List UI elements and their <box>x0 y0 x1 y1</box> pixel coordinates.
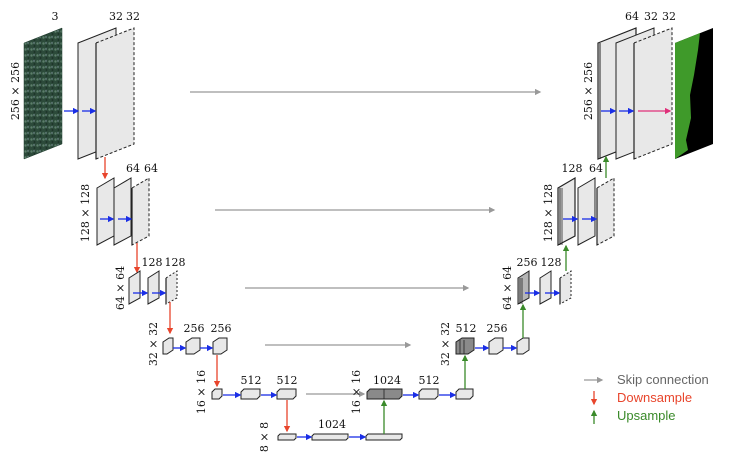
enc-3-b-channels: 256 <box>211 322 232 335</box>
level-0: 3 256 × 256 32 32 64 32 32 256 × 256 <box>9 10 713 160</box>
dec-0-c-channels: 32 <box>662 10 676 23</box>
dec-2-a-channels: 256 <box>517 256 538 269</box>
enc-1-map-a <box>96 177 115 246</box>
dec-2-map-a <box>517 270 530 305</box>
enc-2-map-a <box>128 270 141 305</box>
dec-3-map-a <box>455 337 475 355</box>
level-5-dim: 8 × 8 <box>258 422 271 452</box>
legend-down-label: Downsample <box>617 390 692 405</box>
level-4: 16 × 16 512 512 1024 512 16 × 16 <box>195 370 474 414</box>
enc-0-map-b <box>95 27 135 160</box>
dec-1-b-channels: 64 <box>589 162 603 175</box>
enc-2-b-channels: 128 <box>165 256 186 269</box>
enc-4-map-c <box>276 388 297 400</box>
input-image <box>23 27 63 160</box>
level-1-dim: 128 × 128 <box>79 184 92 242</box>
legend: Skip connection Downsample Upsample <box>584 372 709 424</box>
dec-0-map-c <box>633 27 673 160</box>
level-0-dim: 256 × 256 <box>9 62 22 120</box>
bottleneck-channels: 1024 <box>318 418 346 431</box>
dec-2-map-b <box>539 270 552 305</box>
dec-3-map-b <box>488 337 504 355</box>
level-3: 32 × 32 256 256 512 256 32 × 32 <box>147 322 530 366</box>
level-2-dim: 64 × 64 <box>114 266 127 310</box>
dec-1-a-channels: 128 <box>562 162 583 175</box>
enc-4-a-channels: 512 <box>241 374 262 387</box>
output-mask-green <box>675 33 700 159</box>
dec-1-dim: 128 × 128 <box>542 184 555 242</box>
legend-up-label: Upsample <box>617 408 676 423</box>
dec-3-dim: 32 × 32 <box>439 322 452 366</box>
dec-1-map-b <box>577 177 596 246</box>
dec-2-map-c <box>559 270 572 305</box>
bottleneck-map-c <box>365 433 403 441</box>
dec-1-map-c <box>596 177 615 246</box>
dec-3-a-channels: 512 <box>456 322 477 335</box>
level-1: 128 × 128 64 64 128 64 128 × 128 <box>79 162 615 246</box>
enc-2-map-b <box>147 270 160 305</box>
dec-3-b-channels: 256 <box>487 322 508 335</box>
dec-0-a-channels: 64 <box>625 10 639 23</box>
level-5: 8 × 8 1024 <box>258 418 403 452</box>
input-channels: 3 <box>52 10 59 23</box>
dec-4-map-a <box>366 388 403 400</box>
enc-2-a-channels: 128 <box>142 256 163 269</box>
dec-4-map-c <box>455 388 474 400</box>
dec-4-dim: 16 × 16 <box>350 370 363 414</box>
enc-1-a-channels: 64 <box>126 162 140 175</box>
dec-4-b-channels: 512 <box>419 374 440 387</box>
enc-3-map-c <box>212 337 228 355</box>
dec-3-map-c <box>516 337 530 355</box>
dec-0-b-channels: 32 <box>644 10 658 23</box>
enc-1-map-b <box>113 177 132 246</box>
enc-4-b-channels: 512 <box>277 374 298 387</box>
enc-1-map-c <box>131 177 150 246</box>
bottleneck-map-a <box>277 433 297 441</box>
enc-3-map-b <box>185 337 201 355</box>
level-2: 64 × 64 128 128 256 128 64 × 64 <box>114 256 572 310</box>
legend-skip-label: Skip connection <box>617 372 709 387</box>
dec-1-map-a <box>557 176 576 246</box>
bottleneck-map-b <box>311 433 349 441</box>
dec-2-dim: 64 × 64 <box>501 266 514 310</box>
dec-0-dim: 256 × 256 <box>582 62 595 120</box>
dec-4-map-b <box>418 388 439 400</box>
enc-3-map-a <box>162 337 174 355</box>
enc-4-map-a <box>211 388 223 400</box>
dec-2-b-channels: 128 <box>541 256 562 269</box>
enc-0-b-channels: 32 <box>126 10 140 23</box>
enc-4-map-b <box>240 388 261 400</box>
enc-0-a-channels: 32 <box>109 10 123 23</box>
enc-3-a-channels: 256 <box>184 322 205 335</box>
dec-4-a-channels: 1024 <box>373 374 401 387</box>
enc-2-map-c <box>165 270 178 305</box>
enc-1-b-channels: 64 <box>144 162 158 175</box>
level-3-dim: 32 × 32 <box>147 322 160 366</box>
level-4-dim: 16 × 16 <box>195 370 208 414</box>
